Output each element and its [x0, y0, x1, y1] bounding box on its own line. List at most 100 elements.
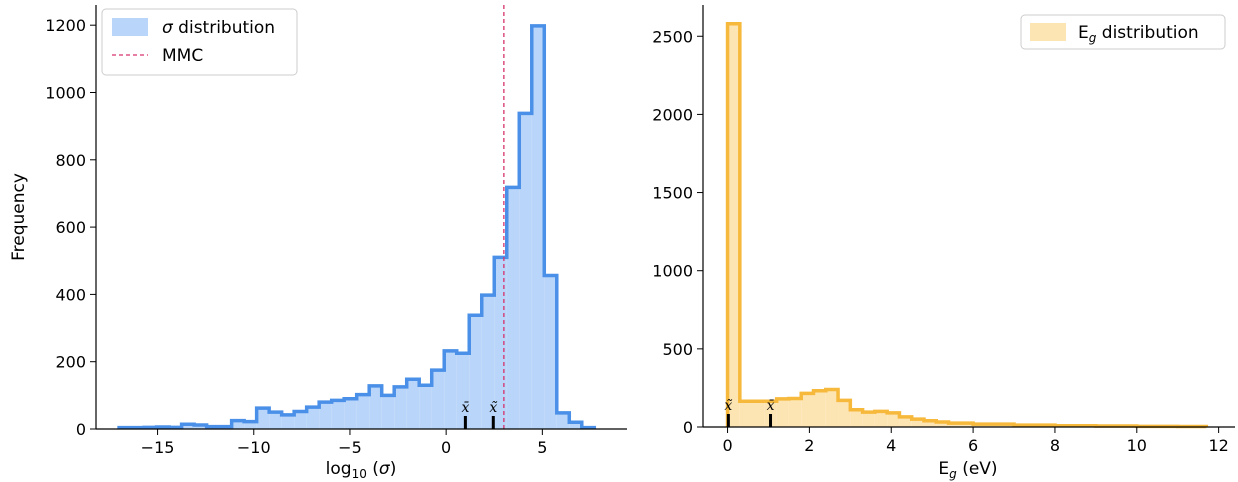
sigma-bars	[117, 24, 597, 430]
sigma-y-tick-label: 800	[55, 151, 86, 170]
eg-x-tick-label: 2	[804, 436, 814, 455]
sigma-y-tick-label: 600	[55, 218, 86, 237]
eg-marker-label: x̄	[767, 398, 775, 414]
sigma-bar	[381, 395, 395, 429]
sigma-histogram-panel: x̄ x̃ −15 −10 −5 0 5 0 200 400 600 800 1000 1200 lo…	[9, 5, 627, 481]
eg-bar	[911, 419, 924, 427]
eg-legend-swatch	[1030, 23, 1066, 41]
mmc-legend-label: MMC	[162, 46, 203, 66]
eg-bar	[813, 390, 826, 427]
eg-histogram-panel: x̃ x̄ 0 2 4 6 8 10 12 0 500 1000 1500 2000 2500 Eg (…	[652, 5, 1235, 481]
sigma-bar	[519, 113, 532, 429]
sigma-bar	[406, 379, 420, 429]
sigma-bar	[331, 400, 345, 429]
sigma-bar	[281, 414, 295, 429]
eg-markers: x̃ x̄	[724, 398, 775, 427]
eg-step-outline	[725, 22, 1209, 429]
eg-marker-label: x̃	[724, 398, 732, 414]
sigma-bar	[506, 187, 520, 429]
sigma-bar	[269, 412, 282, 429]
sigma-axes	[95, 5, 627, 430]
sigma-bar	[569, 422, 582, 429]
sigma-x-ticks: −15 −10 −5 0 5	[141, 429, 547, 457]
sigma-x-tick-label: 5	[537, 438, 547, 457]
eg-y-tick-label: 1500	[652, 184, 693, 203]
sigma-bar	[431, 370, 445, 429]
sigma-bar	[294, 411, 307, 429]
eg-x-tick-label: 0	[722, 436, 732, 455]
eg-bar	[776, 398, 789, 427]
sigma-bar	[231, 420, 245, 429]
eg-bar	[936, 421, 949, 427]
sigma-bar	[444, 350, 457, 429]
sigma-bar	[256, 408, 270, 429]
sigma-bar	[556, 412, 570, 429]
eg-bar	[862, 412, 875, 427]
eg-bar	[838, 400, 851, 427]
sigma-y-tick-label: 0	[76, 420, 86, 439]
sigma-bar	[531, 25, 545, 429]
eg-x-ticks: 0 2 4 6 8 10 12	[722, 427, 1229, 455]
eg-y-ticks: 0 500 1000 1500 2000 2500	[652, 27, 703, 437]
sigma-y-tick-label: 1000	[45, 83, 86, 102]
sigma-legend-box	[101, 8, 298, 76]
eg-legend: Eg distribution	[1020, 14, 1226, 50]
sigma-bar	[369, 385, 382, 429]
sigma-y-tick-label: 200	[55, 353, 86, 372]
sigma-legend-label: σ distribution	[162, 18, 275, 38]
sigma-bar	[394, 386, 407, 429]
eg-bar	[825, 389, 839, 427]
sigma-marker-label: x̄	[461, 400, 469, 416]
sigma-bar	[481, 295, 495, 429]
eg-bar	[887, 412, 900, 427]
sigma-y-tick-label: 1200	[45, 16, 86, 35]
sigma-x-tick-label: 0	[441, 438, 451, 457]
sigma-y-ticks: 0 200 400 600 800 1000 1200	[45, 16, 96, 439]
eg-bar	[739, 401, 765, 427]
sigma-bar	[469, 315, 482, 429]
eg-y-tick-label: 1000	[652, 262, 693, 281]
sigma-x-tick-label: −15	[141, 438, 175, 457]
eg-bar	[899, 416, 912, 427]
sigma-markers: x̄ x̃	[461, 400, 498, 429]
sigma-step-outline	[117, 24, 597, 430]
sigma-bar	[344, 398, 357, 429]
eg-x-tick-label: 10	[1127, 436, 1147, 455]
sigma-marker-label: x̃	[489, 400, 497, 416]
sigma-bar	[319, 402, 332, 429]
eg-x-tick-label: 12	[1208, 436, 1228, 455]
eg-y-tick-label: 500	[662, 340, 693, 359]
sigma-bar	[544, 275, 557, 429]
eg-bar	[788, 398, 802, 427]
sigma-bar	[419, 385, 432, 429]
sigma-legend-swatch	[112, 18, 148, 36]
sigma-bar	[181, 424, 195, 429]
eg-x-tick-label: 6	[968, 436, 978, 455]
eg-legend-label: Eg distribution	[1078, 23, 1199, 45]
eg-bar	[874, 411, 888, 427]
sigma-bar	[456, 353, 470, 429]
eg-legend-box	[1020, 14, 1226, 50]
eg-y-tick-label: 2500	[652, 27, 693, 46]
eg-bars	[725, 22, 1209, 429]
eg-y-tick-label: 0	[683, 418, 693, 437]
sigma-x-axis-label: log10 (σ)	[326, 459, 397, 481]
sigma-legend: σ distribution MMC	[101, 8, 298, 76]
eg-axes	[702, 5, 1235, 428]
sigma-y-axis-label: Frequency	[9, 173, 29, 261]
eg-x-tick-label: 8	[1050, 436, 1060, 455]
eg-bar	[801, 393, 814, 427]
sigma-x-tick-label: −10	[237, 438, 271, 457]
sigma-bar	[306, 407, 320, 429]
sigma-bar	[356, 394, 370, 429]
sigma-bar	[244, 421, 257, 429]
sigma-x-tick-label: −5	[338, 438, 362, 457]
eg-x-axis-label: Eg (eV)	[938, 459, 997, 481]
eg-bar	[923, 420, 937, 427]
sigma-bar	[194, 424, 207, 429]
eg-bar	[850, 409, 863, 427]
eg-x-tick-label: 4	[886, 436, 896, 455]
sigma-y-tick-label: 400	[55, 285, 86, 304]
eg-bar	[727, 23, 740, 428]
